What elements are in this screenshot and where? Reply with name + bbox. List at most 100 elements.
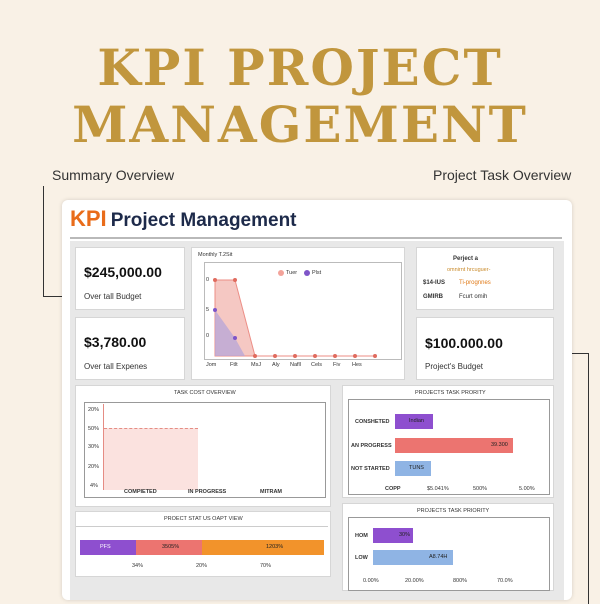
priority-bar: Indian [395,414,433,429]
x-tick-label: Cels [311,362,323,368]
overall-expenses-value: $3,780.00 [84,334,147,350]
task-priority-card: PROJECTS TASK PRORITY CONSHETED Indian A… [342,385,554,498]
series-point [293,354,297,358]
overall-budget-label: Over tall Budget [84,292,142,301]
y-tick-label: 5 [206,307,210,313]
status-segment-label: PFS [100,544,111,550]
monthly-chart-frame [204,262,402,360]
series-point [213,308,217,312]
project-card-row-value: Fcurt omih [459,294,488,300]
monthly-chart-svg [213,270,377,358]
priority-bar: 39.300 [395,438,513,453]
y-tick-label: 0 [206,277,210,283]
area-series-plst [215,310,245,356]
status-segment: PFS [80,540,136,555]
priority-bar-label: Indian [409,418,424,424]
project-card-row-key: GMIRB [423,294,443,300]
series-point [233,278,237,282]
dashboard-title-kpi: KPI [70,206,107,231]
project-card-row-key: $14-IUS [423,280,446,286]
x-tick-label: MsJ [251,362,262,368]
task-cost-frame [84,402,326,498]
priority-bar-label: 39.300 [491,442,508,448]
priority-bar: TUNS [395,461,431,476]
x-tick-label: Nafll [290,362,302,368]
dashboard-panel: KPI Project Management $245,000.00 Over t… [62,200,572,600]
title-divider [70,237,562,239]
task-priority-2-title: PROJECTS TASK PRIORITY [417,508,490,514]
x-tick-label: 5.00% [519,486,535,492]
task-priority-frame [348,399,550,495]
status-segment-label: 3505% [162,544,180,550]
overall-expenses-label: Over tall Expenes [84,362,148,371]
series-point [213,278,217,282]
priority-bar-label: A8.74H [429,554,448,560]
task-priority-2-frame [348,517,550,591]
x-tick-label: 34% [132,563,144,569]
x-tick-label: COPP [385,486,401,492]
monthly-chart-title: Monthly T.2Sit [198,252,233,258]
series-point [273,354,277,358]
summary-bracket [43,186,64,297]
task-priority-title: PROJECTS TASK PRORITY [415,390,486,396]
x-tick-label: 20.00% [405,578,424,584]
project-budget-value: $100.000.00 [425,335,503,351]
project-card-title: Perject a [453,256,479,262]
x-tick-label: 800% [453,578,468,584]
dashboard-title: KPI Project Management [70,206,297,232]
project-card-subtitle: omnirnt hrcuguer- [447,267,491,273]
series-point [253,354,257,358]
priority-row-label: AN PROGRESS [351,443,392,449]
dashboard-title-rest: Project Management [110,210,297,231]
priority-bar-label: 30% [399,532,411,538]
x-tick-label: 0.00% [363,578,379,584]
legend-swatch-plst [304,270,310,276]
priority-bar: 30% [373,528,413,543]
project-card-row-value: Ti-prognnes [459,280,491,286]
task-cost-card: TASK COST OVERVIEW 20% 50% 30% 20% 4% CO… [75,385,331,507]
priority-row-label: HOM [355,533,368,539]
project-budget-card: $100.000.00 Project's Budget [416,317,554,380]
status-segment-label: 1203% [266,544,284,550]
overall-expenses-card: $3,780.00 Over tall Expenes [75,317,185,380]
summary-overview-caption: Summary Overview [52,167,175,183]
y-tick-label: 0 [206,333,210,339]
task-bracket [572,353,589,604]
x-tick-label: 70% [260,563,272,569]
legend-swatch-tuer [278,270,284,276]
x-tick-label: 70.0% [497,578,513,584]
y-tick-label: 20% [88,407,100,413]
legend-label-plst: Plst [312,270,322,276]
project-summary-card: Perject a omnirnt hrcuguer- $14-IUS Ti-p… [416,247,554,310]
status-segment: 1203% [202,540,324,555]
x-tick-label: IN PROGRESS [188,489,227,495]
task-cost-axis [103,404,104,490]
series-point [353,354,357,358]
y-tick-label: 50% [88,426,100,432]
dashboard-grid: $245,000.00 Over tall Budget $3,780.00 O… [70,241,564,600]
project-status-card: PROECT STAT US OAPT VIEW PFS 3505% 1203%… [75,511,331,577]
x-tick-label: Ftlt [230,362,238,368]
x-tick-label: $5.041% [427,486,449,492]
x-tick-label: 20% [196,563,208,569]
task-overview-caption: Project Task Overview [433,167,572,183]
priority-row-label: LOW [355,555,368,561]
project-status-title: PROECT STAT US OAPT VIEW [164,516,243,522]
x-tick-label: Jom [206,362,217,368]
task-cost-dashed-line [104,428,198,429]
status-segment: 3505% [136,540,202,555]
x-tick-label: 500% [473,486,488,492]
task-priority-card-2: PROJECTS TASK PRIORITY HOM 30% LOW A8.74… [342,503,554,591]
task-cost-title: TASK COST OVERVIEW [174,390,236,396]
y-tick-label: 20% [88,464,100,470]
legend-label-tuer: Tuer [286,270,298,276]
y-tick-label: 30% [88,444,100,450]
series-point [373,354,377,358]
x-tick-label: Fiv [333,362,341,368]
x-tick-label: Aly [272,362,280,368]
series-point [233,336,237,340]
priority-bar-label: TUNS [409,465,424,471]
project-status-frame [76,526,328,575]
x-tick-label: Hes [352,362,362,368]
y-tick-label: 4% [90,483,98,489]
